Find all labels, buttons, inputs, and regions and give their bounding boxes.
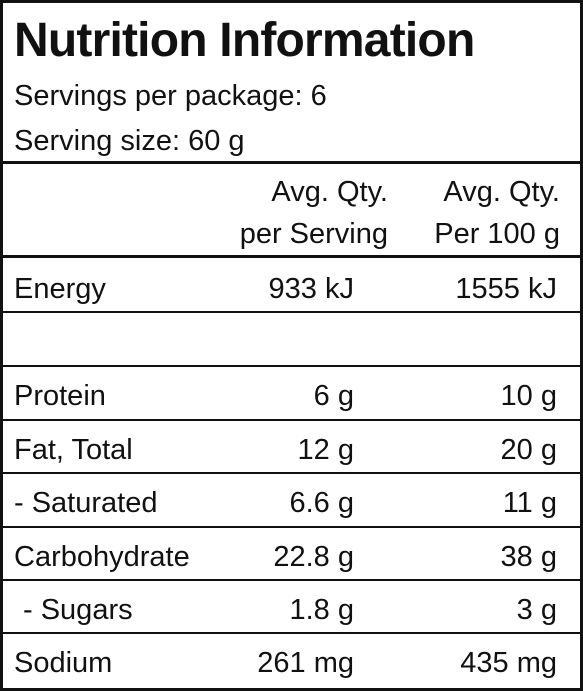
column-header: Avg. Qty. bbox=[443, 176, 560, 208]
rule bbox=[3, 255, 580, 258]
rule bbox=[3, 161, 580, 164]
per-100g: 38 g bbox=[500, 541, 557, 573]
per-100g: 11 g bbox=[502, 487, 557, 519]
per-serving: 933 kJ bbox=[268, 273, 354, 305]
per-serving: 1.8 g bbox=[289, 594, 355, 626]
column-header: per Serving bbox=[239, 218, 388, 250]
per-100g: 435 mg bbox=[460, 647, 557, 679]
nutrient-name: Protein bbox=[14, 380, 106, 412]
per-serving: 6 g bbox=[313, 380, 354, 412]
nutrient-name: Carbohydrate bbox=[14, 541, 190, 573]
per-serving: 22.8 g bbox=[273, 541, 354, 573]
rule bbox=[3, 579, 580, 581]
per-serving: 261 mg bbox=[257, 647, 354, 679]
per-serving: 6.6 g bbox=[289, 487, 355, 519]
per-100g: 3 g bbox=[516, 594, 557, 626]
per-100g: 10 g bbox=[500, 380, 557, 412]
nutrient-name: Fat, Total bbox=[14, 434, 133, 466]
title: Nutrition Information bbox=[14, 14, 475, 67]
rule bbox=[3, 632, 580, 634]
per-100g: 20 g bbox=[500, 434, 557, 466]
serving-size: Serving size: 60 g bbox=[14, 125, 245, 157]
rule bbox=[3, 311, 580, 313]
rule bbox=[3, 472, 580, 474]
rule bbox=[3, 365, 580, 367]
nutrient-name: Sodium bbox=[14, 647, 113, 679]
per-serving: 12 g bbox=[297, 434, 354, 466]
rule bbox=[3, 526, 580, 528]
column-header: Per 100 g bbox=[434, 218, 560, 250]
nutrient-name: - Saturated bbox=[14, 487, 158, 519]
per-100g: 1555 kJ bbox=[455, 273, 557, 305]
nutrient-name: Energy bbox=[14, 273, 106, 305]
rule bbox=[3, 419, 580, 421]
column-header: Avg. Qty. bbox=[271, 176, 388, 208]
servings: Servings per package: 6 bbox=[14, 80, 327, 112]
nutrient-name: - Sugars bbox=[23, 594, 133, 626]
